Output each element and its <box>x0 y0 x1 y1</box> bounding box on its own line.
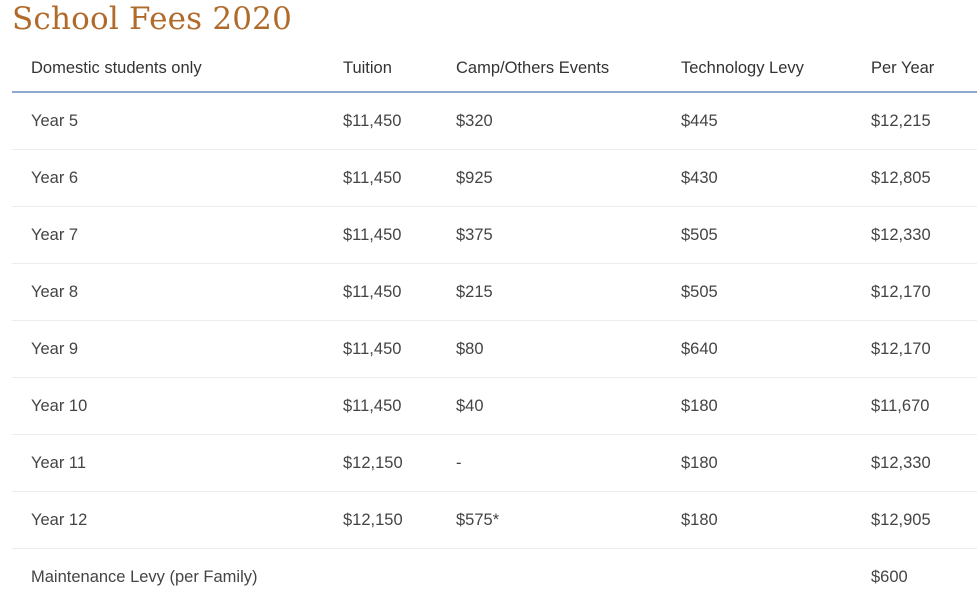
column-header-per-year: Per Year <box>871 46 977 92</box>
row-label: Year 8 <box>12 264 343 321</box>
table-row: Year 5 $11,450 $320 $445 $12,215 <box>12 92 977 150</box>
per-year-cell: $12,905 <box>871 492 977 549</box>
camp-events-cell: $320 <box>456 92 681 150</box>
per-year-cell: $600 <box>871 549 977 605</box>
technology-levy-cell: $180 <box>681 378 871 435</box>
table-row: Year 8 $11,450 $215 $505 $12,170 <box>12 264 977 321</box>
technology-levy-cell <box>681 549 871 605</box>
row-label: Year 10 <box>12 378 343 435</box>
tuition-cell: $11,450 <box>343 264 456 321</box>
row-label: Year 5 <box>12 92 343 150</box>
row-label: Year 12 <box>12 492 343 549</box>
tuition-cell: $12,150 <box>343 492 456 549</box>
per-year-cell: $12,170 <box>871 321 977 378</box>
table-body: Year 5 $11,450 $320 $445 $12,215 Year 6 … <box>12 92 977 605</box>
column-header-tuition: Tuition <box>343 46 456 92</box>
technology-levy-cell: $430 <box>681 150 871 207</box>
camp-events-cell: - <box>456 435 681 492</box>
table-row: Year 9 $11,450 $80 $640 $12,170 <box>12 321 977 378</box>
row-label: Year 6 <box>12 150 343 207</box>
table-row: Year 12 $12,150 $575* $180 $12,905 <box>12 492 977 549</box>
technology-levy-cell: $640 <box>681 321 871 378</box>
tuition-cell: $11,450 <box>343 150 456 207</box>
tuition-cell: $11,450 <box>343 378 456 435</box>
column-header-camp-events: Camp/Others Events <box>456 46 681 92</box>
table-row: Year 7 $11,450 $375 $505 $12,330 <box>12 207 977 264</box>
row-label: Year 9 <box>12 321 343 378</box>
technology-levy-cell: $445 <box>681 92 871 150</box>
table-row: Year 6 $11,450 $925 $430 $12,805 <box>12 150 977 207</box>
camp-events-cell: $925 <box>456 150 681 207</box>
per-year-cell: $12,330 <box>871 435 977 492</box>
tuition-cell: $12,150 <box>343 435 456 492</box>
tuition-cell <box>343 549 456 605</box>
table-header: Domestic students only Tuition Camp/Othe… <box>12 46 977 92</box>
per-year-cell: $12,170 <box>871 264 977 321</box>
technology-levy-cell: $180 <box>681 435 871 492</box>
table-row-maintenance-levy: Maintenance Levy (per Family) $600 <box>12 549 977 605</box>
camp-events-cell: $80 <box>456 321 681 378</box>
table-header-row: Domestic students only Tuition Camp/Othe… <box>12 46 977 92</box>
row-label: Year 7 <box>12 207 343 264</box>
row-label: Year 11 <box>12 435 343 492</box>
column-header-student-category: Domestic students only <box>12 46 343 92</box>
camp-events-cell: $575* <box>456 492 681 549</box>
camp-events-cell <box>456 549 681 605</box>
school-fees-table: Domestic students only Tuition Camp/Othe… <box>12 46 977 605</box>
table-row: Year 10 $11,450 $40 $180 $11,670 <box>12 378 977 435</box>
technology-levy-cell: $505 <box>681 264 871 321</box>
per-year-cell: $12,330 <box>871 207 977 264</box>
camp-events-cell: $215 <box>456 264 681 321</box>
tuition-cell: $11,450 <box>343 321 456 378</box>
per-year-cell: $12,215 <box>871 92 977 150</box>
tuition-cell: $11,450 <box>343 207 456 264</box>
technology-levy-cell: $180 <box>681 492 871 549</box>
page-title: School Fees 2020 <box>12 0 292 38</box>
per-year-cell: $11,670 <box>871 378 977 435</box>
table-row: Year 11 $12,150 - $180 $12,330 <box>12 435 977 492</box>
technology-levy-cell: $505 <box>681 207 871 264</box>
row-label: Maintenance Levy (per Family) <box>12 549 343 605</box>
camp-events-cell: $40 <box>456 378 681 435</box>
per-year-cell: $12,805 <box>871 150 977 207</box>
tuition-cell: $11,450 <box>343 92 456 150</box>
column-header-technology-levy: Technology Levy <box>681 46 871 92</box>
camp-events-cell: $375 <box>456 207 681 264</box>
